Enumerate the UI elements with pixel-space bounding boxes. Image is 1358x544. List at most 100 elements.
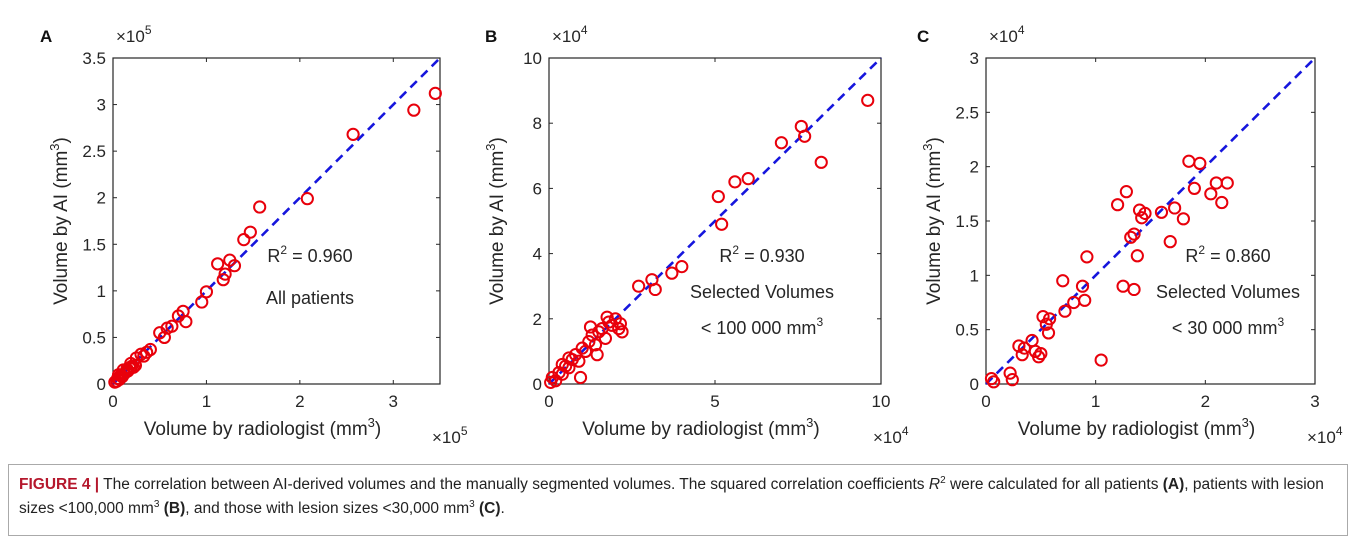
data-point	[1078, 293, 1092, 307]
y-axis-title-base: Volume by AI (mm	[51, 151, 72, 305]
x-axis-title-close: )	[375, 419, 381, 440]
data-point	[1005, 373, 1019, 387]
x-axis-multiplier-base: ×10	[873, 428, 902, 447]
y-axis-title: Volume by AI (mm3)	[483, 137, 508, 305]
y-axis-multiplier-base: ×10	[116, 27, 145, 46]
y-axis-multiplier-exponent: 4	[1018, 23, 1025, 37]
y-tick-label: 2	[97, 189, 106, 208]
data-point	[798, 129, 812, 143]
r-squared-annotation: R2 = 0.930	[719, 243, 804, 266]
data-point	[774, 136, 789, 150]
data-point	[590, 348, 604, 362]
r-squared-r: R	[267, 246, 280, 266]
data-point	[632, 279, 646, 293]
data-point	[1220, 176, 1234, 190]
x-tick-label: 3	[389, 392, 398, 411]
data-point	[1138, 206, 1152, 220]
data-point	[300, 192, 314, 206]
x-axis-multiplier-exponent: 5	[461, 424, 468, 438]
data-point	[1036, 310, 1050, 324]
y-tick-label: 2.5	[955, 103, 979, 122]
panel-label-c: C	[917, 27, 929, 46]
y-tick-label: 2	[533, 310, 542, 329]
y-axis-title-close: )	[51, 137, 72, 143]
y-axis-multiplier-base: ×10	[989, 27, 1018, 46]
data-point	[199, 285, 214, 299]
data-point	[1124, 230, 1138, 244]
subset-annotation-line: All patients	[266, 288, 354, 308]
caption-ref-a: (A)	[1162, 476, 1185, 493]
data-point	[1015, 348, 1029, 362]
data-point	[1034, 346, 1048, 361]
subset-annotation-line: Selected Volumes	[690, 282, 834, 302]
data-point	[613, 317, 627, 331]
data-point	[555, 357, 569, 372]
y-axis-multiplier: ×104	[552, 23, 588, 46]
data-point	[562, 351, 576, 365]
caption-ref-b: (B)	[163, 500, 186, 517]
y-axis-multiplier: ×104	[989, 23, 1025, 46]
x-tick-label: 3	[1310, 392, 1319, 411]
x-axis-title-base: Volume by radiologist (mm	[582, 419, 806, 440]
data-point	[1154, 205, 1169, 219]
r-squared-r: R	[1185, 246, 1198, 266]
data-point	[728, 175, 742, 189]
data-point	[549, 374, 563, 388]
subset-annotation-text: Selected Volumes	[690, 282, 834, 302]
subset-annotation-line: < 100 000 mm3	[701, 315, 824, 338]
x-axis-multiplier-exponent: 4	[902, 424, 909, 438]
data-point	[116, 363, 130, 377]
subset-annotation-exponent: 3	[816, 315, 823, 329]
panel-label-b: B	[485, 27, 497, 46]
subset-annotation-line: < 30 000 mm3	[1172, 315, 1285, 338]
caption-text-3: , patients with lesion sizes <100,000 mm	[19, 476, 1324, 517]
y-tick-label: 1.5	[82, 235, 106, 254]
x-axis-title: Volume by radiologist (mm3)	[1018, 415, 1255, 440]
x-axis-title: Volume by radiologist (mm3)	[582, 415, 819, 440]
x-tick-label: 2	[1201, 392, 1210, 411]
y-tick-label: 2.5	[82, 142, 106, 161]
y-axis-title-base: Volume by AI (mm	[924, 151, 945, 305]
data-point	[165, 319, 179, 333]
x-axis-title: Volume by radiologist (mm3)	[144, 415, 381, 440]
r-squared-annotation: R2 = 0.960	[267, 243, 352, 266]
data-point	[600, 310, 614, 324]
x-axis-title-sup: 3	[368, 415, 375, 430]
x-axis-multiplier: ×104	[1307, 424, 1343, 447]
caption-text-1: The correlation between AI-derived volum…	[99, 476, 929, 493]
caption-r-symbol: R	[928, 476, 941, 493]
y-axis-title: Volume by AI (mm3)	[47, 137, 72, 305]
y-tick-label: 0	[97, 375, 106, 394]
caption-text-2: were calculated for all patients	[945, 476, 1163, 493]
x-axis-title-sup: 3	[1242, 415, 1249, 430]
data-point	[1168, 201, 1182, 215]
data-point	[1075, 279, 1090, 293]
data-point	[675, 260, 689, 274]
subset-annotation-text: < 30 000 mm	[1172, 318, 1278, 338]
caption-figure-label: FIGURE 4 |	[19, 476, 100, 493]
identity-line	[985, 57, 1316, 385]
data-point	[1215, 195, 1229, 210]
y-tick-label: 8	[533, 114, 542, 133]
y-axis-title-close: )	[487, 137, 508, 143]
x-axis-title-sup: 3	[806, 415, 813, 430]
x-tick-label: 0	[981, 392, 990, 411]
caption-text-5: .	[500, 500, 505, 517]
r-squared-val: = 0.960	[287, 246, 353, 266]
y-axis-title-close: )	[924, 137, 945, 143]
r-squared-val: = 0.860	[1205, 246, 1271, 266]
data-point	[665, 266, 679, 280]
data-point	[211, 257, 225, 271]
figure-caption: FIGURE 4 | The correlation between AI-de…	[8, 464, 1348, 536]
x-tick-label: 0	[108, 392, 117, 411]
x-tick-label: 1	[1091, 392, 1100, 411]
data-point	[583, 320, 598, 334]
subset-annotation-text: Selected Volumes	[1156, 282, 1300, 302]
y-axis-title-sup: 3	[47, 143, 62, 150]
data-point	[575, 341, 589, 355]
data-point	[1187, 181, 1201, 195]
